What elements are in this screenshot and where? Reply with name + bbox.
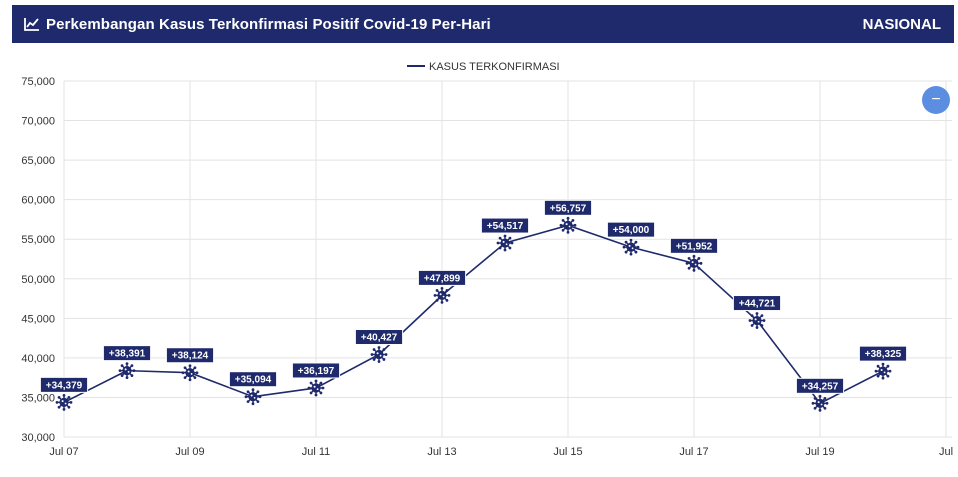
y-tick-label: 75,000 [21,76,55,88]
svg-text:+56,757: +56,757 [550,203,587,214]
chart-header: Perkembangan Kasus Terkonfirmasi Positif… [12,5,954,43]
y-tick-label: 40,000 [21,353,55,365]
chart-line-icon [24,18,39,31]
svg-text:+44,721: +44,721 [739,299,776,310]
x-tick-label: Jul 17 [679,446,708,458]
virus-marker-icon [181,364,199,382]
data-label: +51,952 [669,237,719,254]
svg-text:+38,325: +38,325 [865,349,902,360]
svg-text:+36,197: +36,197 [298,366,335,377]
page-title: Perkembangan Kasus Terkonfirmasi Positif… [46,15,491,33]
y-tick-label: 35,000 [21,392,55,404]
x-tick-label: Jul [939,446,953,458]
svg-text:+34,379: +34,379 [46,380,83,391]
svg-text:+38,391: +38,391 [109,349,146,360]
y-tick-label: 65,000 [21,155,55,167]
data-label: +36,197 [291,362,341,379]
x-tick-label: Jul 11 [302,446,331,458]
virus-marker-icon [496,234,514,252]
data-label: +40,427 [354,329,404,346]
virus-marker-icon [244,388,262,406]
svg-text:+47,899: +47,899 [424,273,461,284]
x-tick-label: Jul 15 [553,446,582,458]
svg-text:+54,517: +54,517 [487,221,524,232]
data-label: +54,000 [606,221,656,238]
scope-label: NASIONAL [862,15,941,33]
svg-text:+34,257: +34,257 [802,381,839,392]
svg-text:+38,124: +38,124 [172,351,209,362]
data-label: +47,899 [417,269,467,286]
virus-marker-icon [811,394,829,412]
x-tick-label: Jul 09 [175,446,204,458]
x-tick-label: Jul 13 [427,446,456,458]
svg-text:+40,427: +40,427 [361,333,398,344]
virus-marker-icon [433,286,451,304]
data-label: +34,379 [39,376,89,393]
virus-marker-icon [118,362,136,380]
data-label: +54,517 [480,217,530,234]
virus-marker-icon [307,379,325,397]
virus-marker-icon [55,393,73,411]
y-tick-label: 45,000 [21,313,55,325]
data-label: +34,257 [795,377,845,394]
svg-text:+35,094: +35,094 [235,375,272,386]
data-label: +38,391 [102,345,152,362]
data-label: +38,325 [858,345,908,362]
svg-text:+51,952: +51,952 [676,241,713,252]
data-label: +35,094 [228,371,278,388]
y-tick-label: 50,000 [21,274,55,286]
y-tick-label: 60,000 [21,195,55,207]
line-chart: 30,000 35,000 40,000 45,000 50,000 55,000 60,0… [21,61,953,458]
legend: KASUS TERKONFIRMASI [407,61,560,73]
data-label: +44,721 [732,295,782,312]
virus-marker-icon [370,346,388,363]
data-label: +56,757 [543,199,593,216]
virus-marker-icon [748,312,766,329]
y-tick-label: 30,000 [21,432,55,444]
data-label: +38,124 [165,347,215,364]
virus-marker-icon [622,238,640,256]
header-title-group: Perkembangan Kasus Terkonfirmasi Positif… [24,5,491,43]
virus-marker-icon [559,216,577,234]
virus-marker-icon [874,362,892,380]
x-tick-label: Jul 19 [805,446,834,458]
y-tick-label: 55,000 [21,234,55,246]
virus-marker-icon [685,254,703,272]
svg-text:+54,000: +54,000 [613,225,650,236]
x-tick-label: Jul 07 [49,446,78,458]
y-tick-label: 70,000 [21,116,55,128]
zoom-out-button[interactable]: − [922,86,950,114]
legend-label: KASUS TERKONFIRMASI [429,61,560,73]
